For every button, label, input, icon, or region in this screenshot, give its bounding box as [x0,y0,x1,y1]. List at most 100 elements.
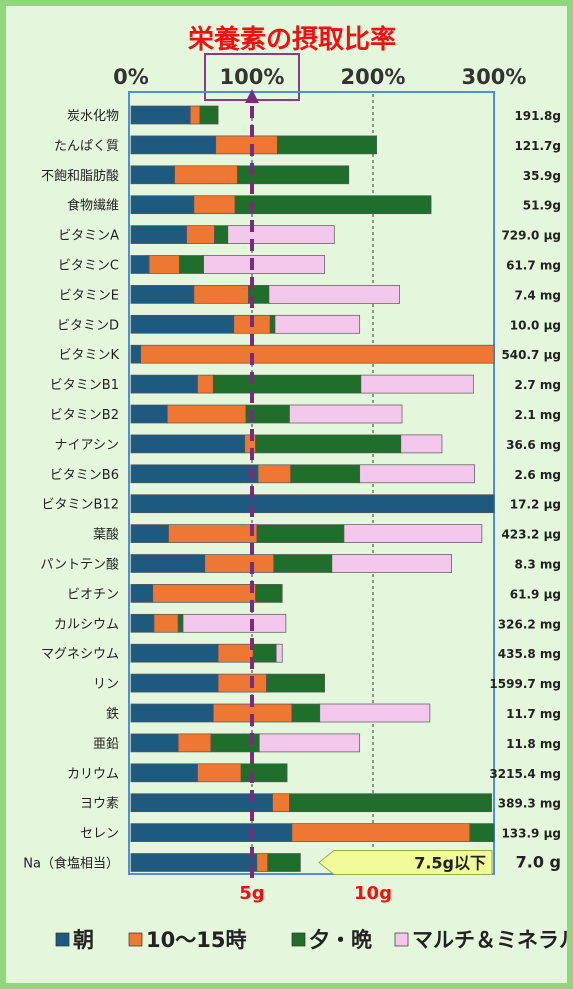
bar-segment [256,853,269,872]
bar-segment [291,703,321,723]
bar-segment [255,434,402,454]
bar-segment [152,584,256,603]
bar-segment [469,823,495,842]
bar-segment [215,135,278,155]
bar-segment [186,225,215,244]
row-19: マグネシウム 435.8 mg [41,643,561,663]
bar-segment [214,225,229,244]
bar-segment [153,613,179,633]
bar-segment [168,524,258,543]
intake-value: 7.4 mg [514,288,561,302]
legend-swatch [291,932,306,947]
row-1: 炭水化物 191.8g [67,105,561,125]
bar-segment [130,494,495,514]
bar-segment [130,643,219,663]
intake-value: 435.8 mg [498,647,561,661]
row-23: カリウム 3215.4 mg [67,763,561,783]
bar-segment [177,613,184,633]
row-18: カルシウム 326.2 mg [54,613,561,633]
bar-segment [359,464,475,484]
bar-segment [212,374,362,394]
x-tick-label: 100% [220,65,285,89]
bar-segment [197,763,242,783]
target-note: 7.5g以下 [414,854,486,873]
intake-value: 35.9g [523,169,561,183]
bar-segment [193,285,249,304]
legend-label: 朝 [73,928,94,952]
category-label: リン [93,677,119,692]
intake-value: 191.8g [514,109,561,123]
target-callout [318,850,493,875]
nutrient-intake-chart: 栄養素の摂取比率 0% 100% 200% 300% 炭水化物 191.8g たんぱく質 1… [23,24,567,952]
intake-value: 133.9 µg [501,827,561,841]
row-20: リン 1599.7 mg [93,673,561,693]
bar-segment [130,195,195,215]
bar-segment [148,255,180,274]
bar-segment [199,105,219,125]
intake-value: 7.0 g [516,853,561,872]
bar-segment [182,613,287,633]
intake-value: 389.3 mg [498,797,561,811]
bar-segment [204,554,275,573]
bar-segment [343,524,483,543]
bar-segment [267,853,301,872]
intake-value: 121.7g [514,139,561,153]
bar-segment [130,105,191,125]
row-22: 亜鉛 11.8 mg [93,733,561,753]
bar-segment [130,584,154,603]
bar-segment [256,524,345,543]
intake-value: 17.2 µg [510,498,561,512]
intake-value: 36.6 mg [506,438,561,452]
x-tick-label: 200% [341,65,406,89]
bar-segment [217,643,254,663]
category-label: ビオチン [67,587,119,602]
bar-segment [272,793,290,813]
category-label: 葉酸 [93,528,119,543]
row-4: 食物繊維 51.9g [67,195,561,215]
plot-area [128,91,495,875]
row-5: ビタミンA 729.0 µg [58,225,561,244]
row-6: ビタミンC 61.7 mg [58,255,561,274]
bar-segment [130,703,214,723]
bar-segment [130,434,246,454]
row-17: ビオチン 61.9 µg [67,584,561,603]
bar-segment [319,703,431,723]
bar-segment [130,464,259,484]
bar-segment [197,374,214,394]
category-label: 食物繊維 [67,198,119,214]
bar-segment [252,643,277,663]
bar-segment [269,314,276,334]
intake-value: 2.1 mg [514,408,561,422]
category-label: Na（食塩相当） [23,856,119,872]
bar-segment [174,165,238,185]
legend-swatch [55,932,70,947]
bar-segment [130,763,198,783]
category-label: カルシウム [54,617,119,632]
bar-segment [237,165,350,185]
intake-value: 540.7 µg [501,348,561,362]
bar-segment [130,853,258,872]
bar-segment [130,165,175,185]
bar-segment [130,404,168,424]
bar-segment [240,763,288,783]
row-14: ビタミンB12 17.2 µg [42,494,561,514]
category-label: ビタミンD [57,318,119,333]
row-12: ナイアシン 36.6 mg [55,434,561,454]
bar-segment [255,584,283,603]
legend-swatch [394,932,409,947]
category-label: たんぱく質 [54,139,119,154]
bar-segment [130,823,293,842]
bar-segment [331,554,452,573]
category-label: ビタミンB2 [50,408,119,423]
bar-segment [130,344,142,364]
row-8: ビタミンD 10.0 µg [57,314,561,334]
intake-value: 11.7 mg [506,707,561,721]
bar-segment [179,255,204,274]
row-10: ビタミンB1 2.7 mg [50,374,561,394]
bar-segment [177,733,212,753]
legend-item: 10～15時 [128,928,246,952]
row-13: ビタミンB6 2.6 mg [50,464,561,484]
bar-segment [166,404,247,424]
row-9: ビタミンK 540.7 µg [58,344,561,364]
intake-value: 11.8 mg [506,737,561,751]
